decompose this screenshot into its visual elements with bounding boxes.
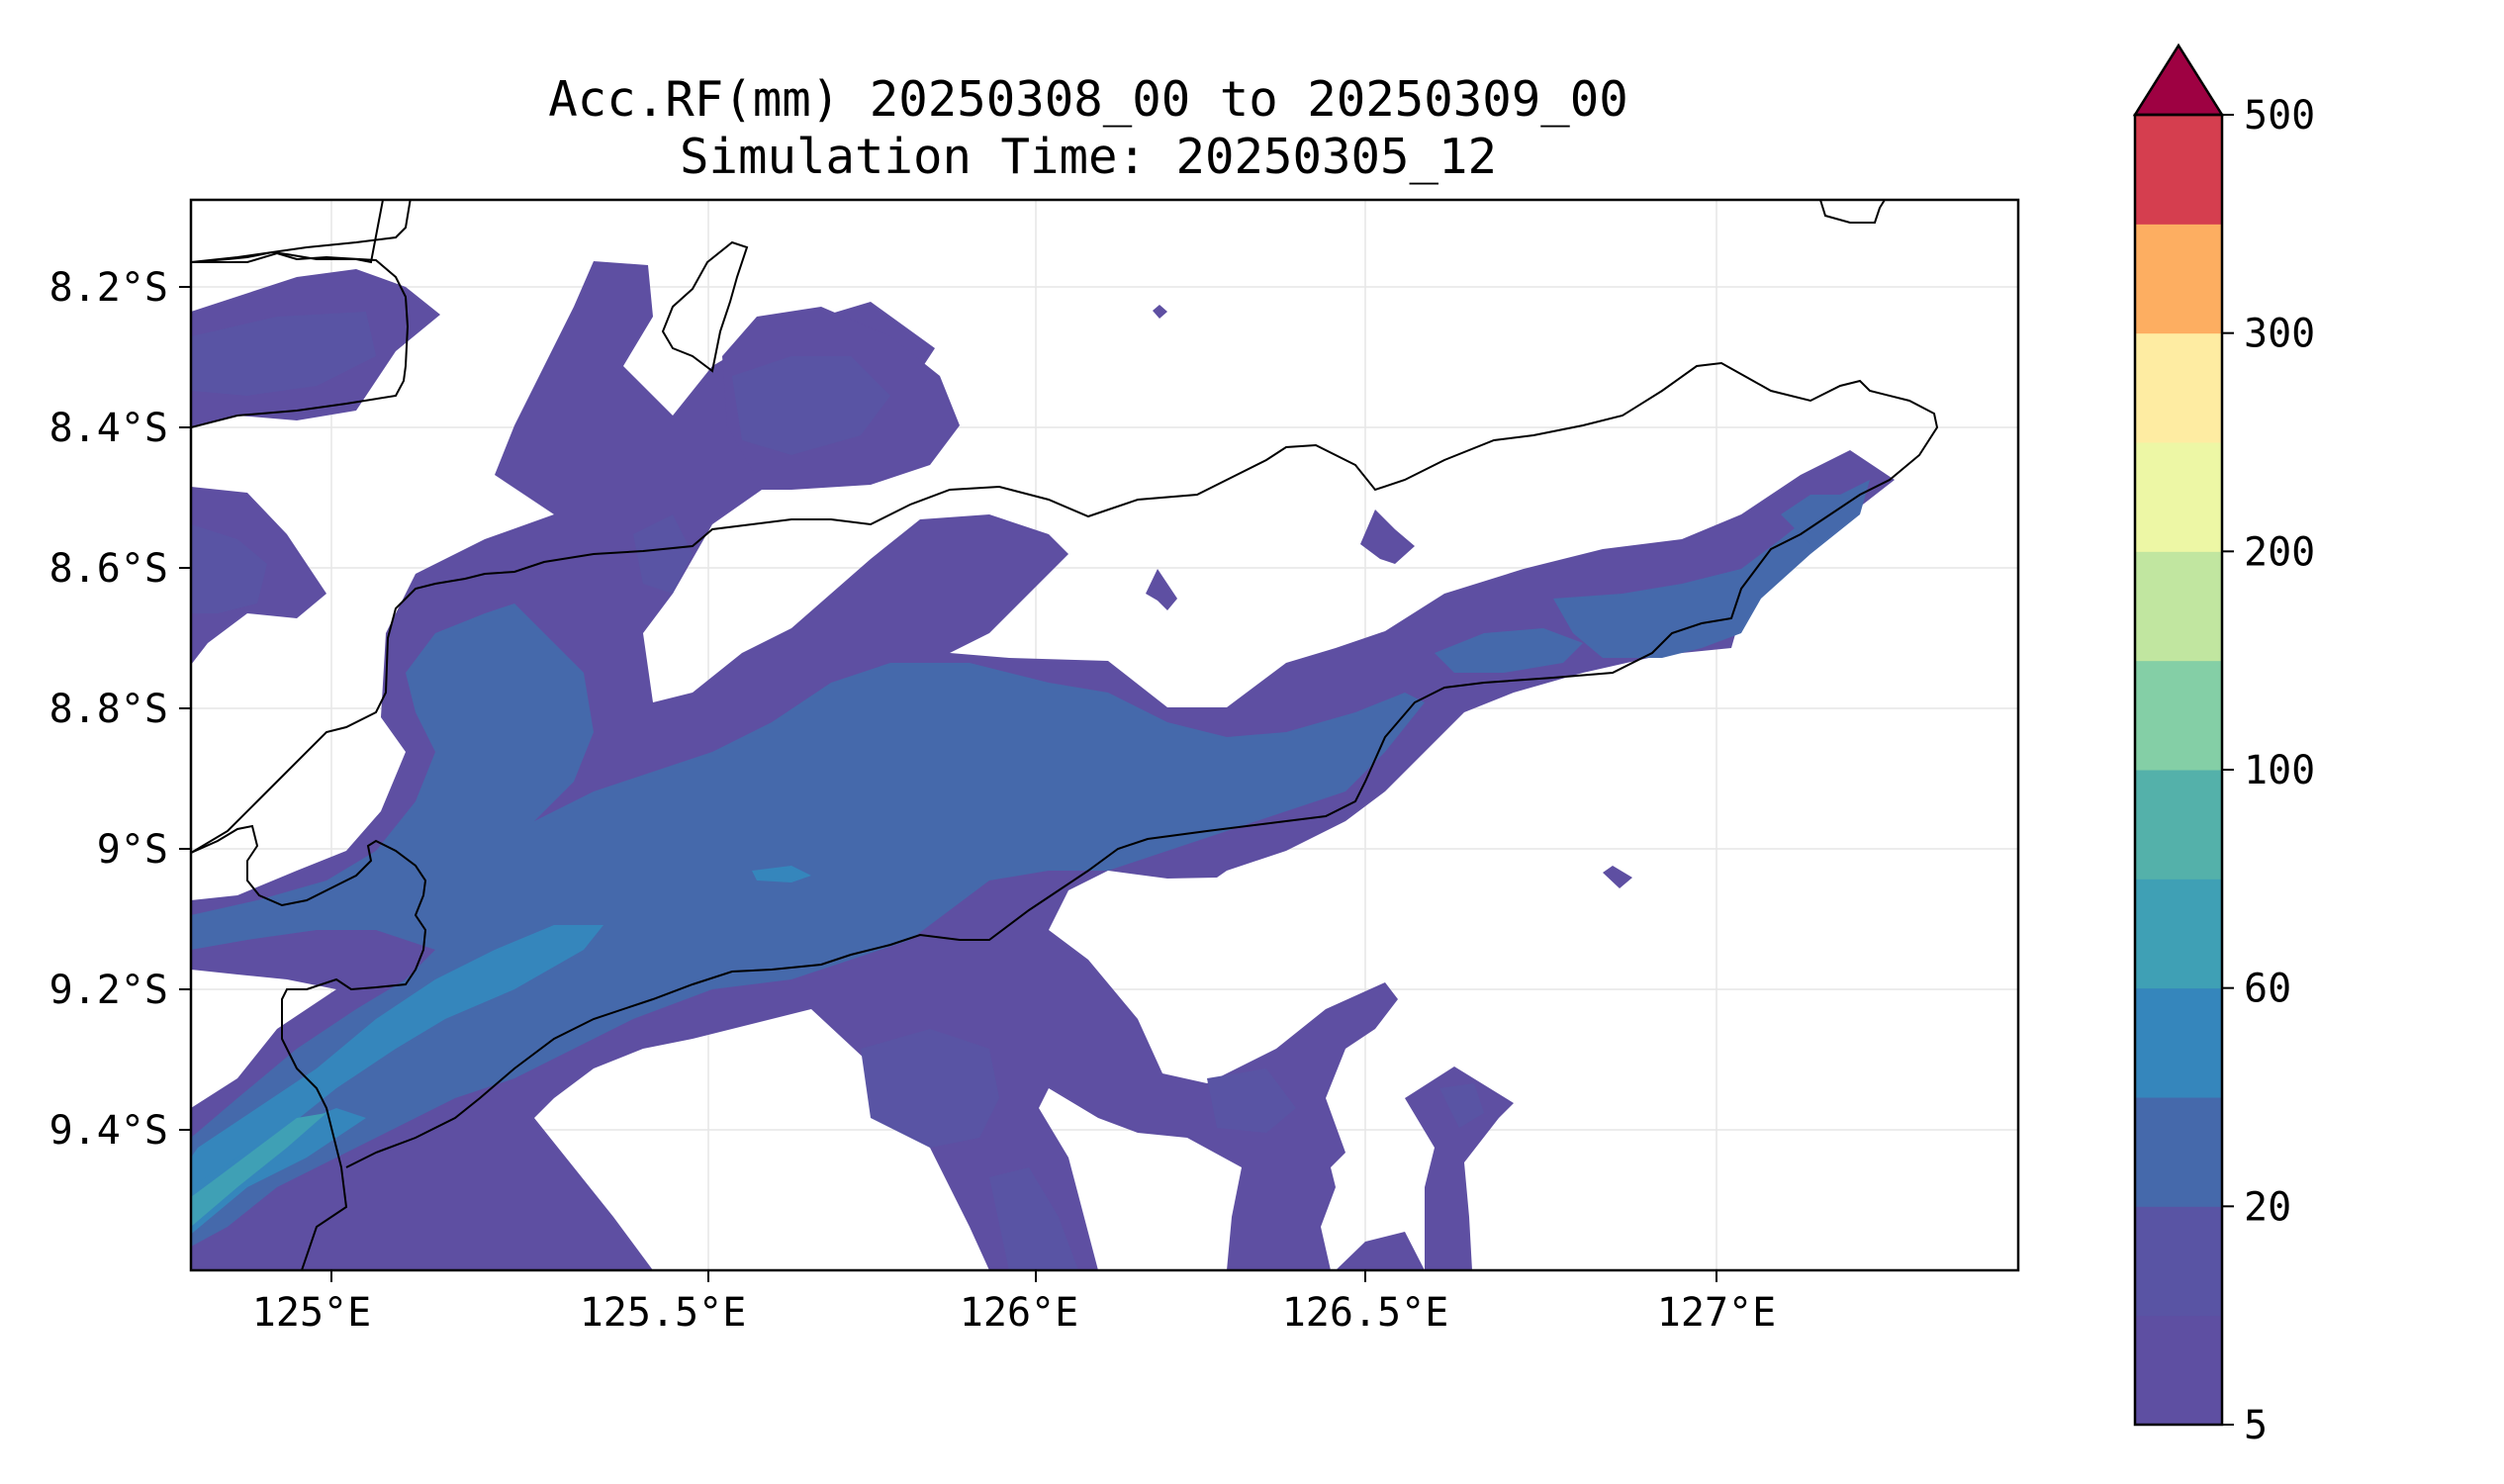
colorbar-band [2135,1097,2222,1207]
y-tick-label: 9.2°S [49,968,168,1013]
rainfall-band-40-60 [191,866,811,1235]
coastline-main [191,824,427,1270]
map-frame [189,198,2020,1272]
x-tick-label: 127°E [1657,1290,1776,1336]
y-tick-label: 9.4°S [49,1108,168,1154]
y-tick-label: 9°S [97,827,168,873]
map-subtitle: Simulation Time: 20250305_12 [679,129,1497,185]
colorbar-tick-label: 5 [2244,1403,2268,1448]
rainfall-band-20-40 [191,480,1870,1247]
colorbar-band [2135,770,2222,880]
colorbar-band [2135,987,2222,1098]
rainfall-band-60-80 [191,1113,326,1227]
coastline-island-north [661,240,749,373]
coastline-timor-north [191,200,412,264]
colorbar-band [2135,660,2222,771]
y-tick-label: 8.8°S [49,687,168,732]
coastline-island-ne [1819,200,1886,224]
colorbar-extend-triangle [2132,43,2225,117]
colorbar-band [2135,224,2222,334]
coastline-north-shore [191,361,1939,1168]
colorbar-tick-label: 100 [2244,748,2315,793]
x-tick-label: 126.5°E [1282,1290,1449,1336]
colorbar-tick-label: 200 [2244,529,2315,575]
colorbar-tick-label: 20 [2244,1184,2291,1230]
colorbar: 5 20 60 100 200 300 500 [2132,43,2315,1448]
colorbar-tick-label: 500 [2244,93,2315,139]
colorbar-band [2135,442,2222,552]
x-tick-label: 125.5°E [580,1290,747,1336]
y-axis: 8.2°S 8.4°S 8.6°S 8.8°S 9°S 9.2°S 9.4°S [49,265,191,1154]
x-axis: 125°E 125.5°E 126°E 126.5°E 127°E [252,1270,1776,1336]
colorbar-band [2135,1206,2222,1317]
map-title: Acc.RF(mm) 20250308_00 to 20250309_00 [548,71,1628,128]
coastlines [191,200,1939,1270]
coastline-timor-west [191,251,410,428]
colorbar-band [2135,1315,2222,1426]
y-tick-label: 8.2°S [49,265,168,311]
colorbar-tick-label: 60 [2244,967,2291,1012]
colorbar-band [2135,879,2222,989]
colorbar-tick-label: 300 [2244,312,2315,357]
rainfall-contours [191,261,1895,1270]
rainfall-band-10-20 [191,312,1484,1270]
colorbar-band [2135,551,2222,662]
y-tick-label: 8.4°S [49,406,168,451]
x-tick-label: 126°E [960,1290,1078,1336]
y-tick-label: 8.6°S [49,546,168,592]
colorbar-band [2135,115,2222,225]
colorbar-band [2135,332,2222,443]
x-tick-label: 125°E [252,1290,371,1336]
